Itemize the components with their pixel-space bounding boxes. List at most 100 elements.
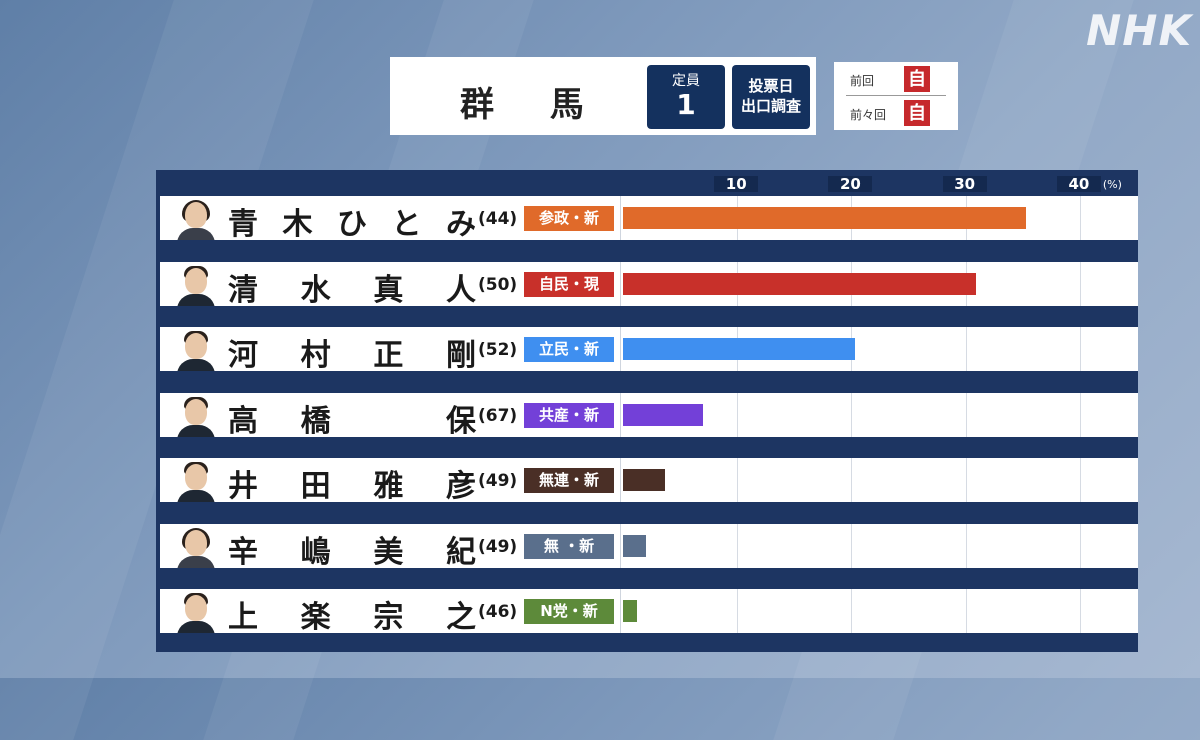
photo-face — [185, 595, 207, 621]
bar-cell — [620, 327, 1138, 371]
gridline — [1079, 458, 1081, 502]
bar-cell — [620, 523, 1138, 568]
x-unit-label: (%) — [1102, 178, 1122, 191]
candidate-photo — [176, 526, 216, 568]
before-previous-label: 前々回 — [850, 108, 887, 122]
candidate-name-char: 美 — [373, 534, 404, 570]
photo-body — [177, 621, 215, 633]
vote-share-bar — [623, 469, 666, 491]
candidate-name-char: 木 — [282, 207, 313, 242]
candidate-name: 上楽宗之 — [228, 592, 476, 636]
candidate-name-char: 清 — [228, 272, 258, 308]
candidate-name-char: 正 — [373, 338, 404, 373]
gridline — [851, 392, 853, 437]
candidate-row: 清 水 真 人 (50) 自民・現 — [156, 261, 1138, 309]
photo-face — [185, 464, 207, 490]
candidate-row: 上 楽 宗 之 (46) N党・新 — [156, 589, 1138, 636]
exit-poll-badge: 投票日 出口調査 — [732, 65, 810, 129]
x-tick-label: 40 — [1056, 176, 1101, 192]
candidate-row: 辛 嶋 美 紀 (49) 無 ・新 — [156, 523, 1138, 570]
divider — [846, 95, 946, 96]
candidate-name-char: 人 — [445, 272, 476, 308]
candidate-name-char: 紀 — [445, 534, 476, 570]
candidate-name-char: み — [446, 207, 476, 242]
candidate-photo — [176, 395, 216, 437]
candidate-name-cell: 青木ひとみ (44) 参政・新 — [160, 196, 620, 243]
vote-share-bar — [623, 207, 1027, 229]
candidate-name-char: 高 — [228, 403, 258, 439]
photo-body — [177, 490, 215, 502]
candidate-name-cell: 井 田 雅 彦 (49) 無連・新 — [160, 458, 620, 504]
candidate-photo — [176, 198, 216, 240]
candidate-row: 高 橋 保 (67) 共産・新 — [156, 392, 1138, 440]
party-badge: 立民・新 — [524, 337, 614, 362]
party-badge: N党・新 — [524, 599, 614, 624]
previous-party-badge: 自 — [904, 66, 930, 92]
candidate-photo — [176, 329, 216, 371]
bar-cell — [620, 392, 1138, 437]
vote-share-bar — [623, 272, 976, 295]
gridline — [1079, 327, 1081, 371]
gridline — [965, 523, 967, 568]
gridline — [1079, 523, 1081, 568]
exit-poll-line1: 投票日 — [748, 77, 794, 95]
candidate-name-char: 村 — [300, 338, 331, 373]
candidate-name-char: 宗 — [373, 600, 404, 635]
gridline — [1079, 196, 1081, 240]
prefecture-title: 群 馬 — [460, 85, 606, 125]
candidate-name-char: 剛 — [445, 338, 476, 373]
gridline — [737, 392, 739, 437]
bar-cell — [620, 589, 1138, 633]
photo-face — [185, 333, 207, 359]
photo-body — [177, 424, 215, 437]
candidate-name-char: 真 — [373, 272, 404, 308]
candidate-name-char: 保 — [445, 403, 476, 439]
candidate-age: (44) — [478, 209, 518, 229]
seats-badge: 定員 1 — [647, 65, 725, 129]
gridline — [737, 523, 739, 568]
gridline — [1079, 392, 1081, 437]
photo-face — [185, 267, 207, 294]
photo-face — [185, 202, 207, 228]
party-badge: 参政・新 — [524, 206, 614, 231]
candidate-name: 清水真人 — [228, 265, 476, 309]
candidate-name: 高橋保 — [228, 396, 476, 440]
before-previous-row: 前々回 自 — [834, 96, 958, 130]
gridline — [1079, 261, 1081, 306]
candidate-photo — [176, 460, 216, 502]
title-box: 群 馬 定員 1 投票日 出口調査 — [390, 57, 816, 135]
exit-poll-line2: 出口調査 — [740, 97, 801, 115]
candidate-name: 青木ひとみ — [228, 199, 476, 243]
gridline — [965, 327, 967, 371]
candidate-row: 井 田 雅 彦 (49) 無連・新 — [156, 458, 1138, 504]
vote-share-bar — [623, 600, 637, 622]
vote-share-bar — [623, 338, 855, 360]
candidate-name-char: 彦 — [445, 469, 476, 504]
candidate-name-char: 橋 — [300, 403, 331, 439]
gridline — [851, 523, 853, 568]
candidate-name-cell: 辛 嶋 美 紀 (49) 無 ・新 — [160, 523, 620, 570]
party-badge: 共産・新 — [524, 402, 614, 428]
party-badge: 自民・現 — [524, 271, 614, 297]
candidate-name-char — [373, 396, 403, 440]
gridline — [1079, 589, 1081, 633]
candidate-age: (52) — [478, 340, 518, 360]
seats-value: 1 — [676, 88, 696, 121]
before-previous-party-badge: 自 — [904, 100, 930, 126]
candidate-name-char: と — [391, 207, 422, 242]
bar-cell — [620, 261, 1138, 306]
candidate-name-char: 水 — [300, 272, 331, 308]
gridline — [737, 589, 739, 633]
candidate-photo — [176, 591, 216, 633]
previous-row: 前回 自 — [834, 62, 958, 96]
candidate-age: (49) — [478, 471, 518, 491]
candidate-name-char: 河 — [228, 338, 258, 373]
candidate-name-char: 雅 — [373, 469, 404, 504]
candidate-photo — [176, 264, 216, 306]
party-badge: 無 ・新 — [524, 533, 614, 559]
candidate-age: (46) — [478, 602, 518, 622]
gridline — [851, 458, 853, 502]
photo-body — [177, 293, 215, 306]
gridline — [737, 458, 739, 502]
candidate-name-cell: 清 水 真 人 (50) 自民・現 — [160, 261, 620, 309]
